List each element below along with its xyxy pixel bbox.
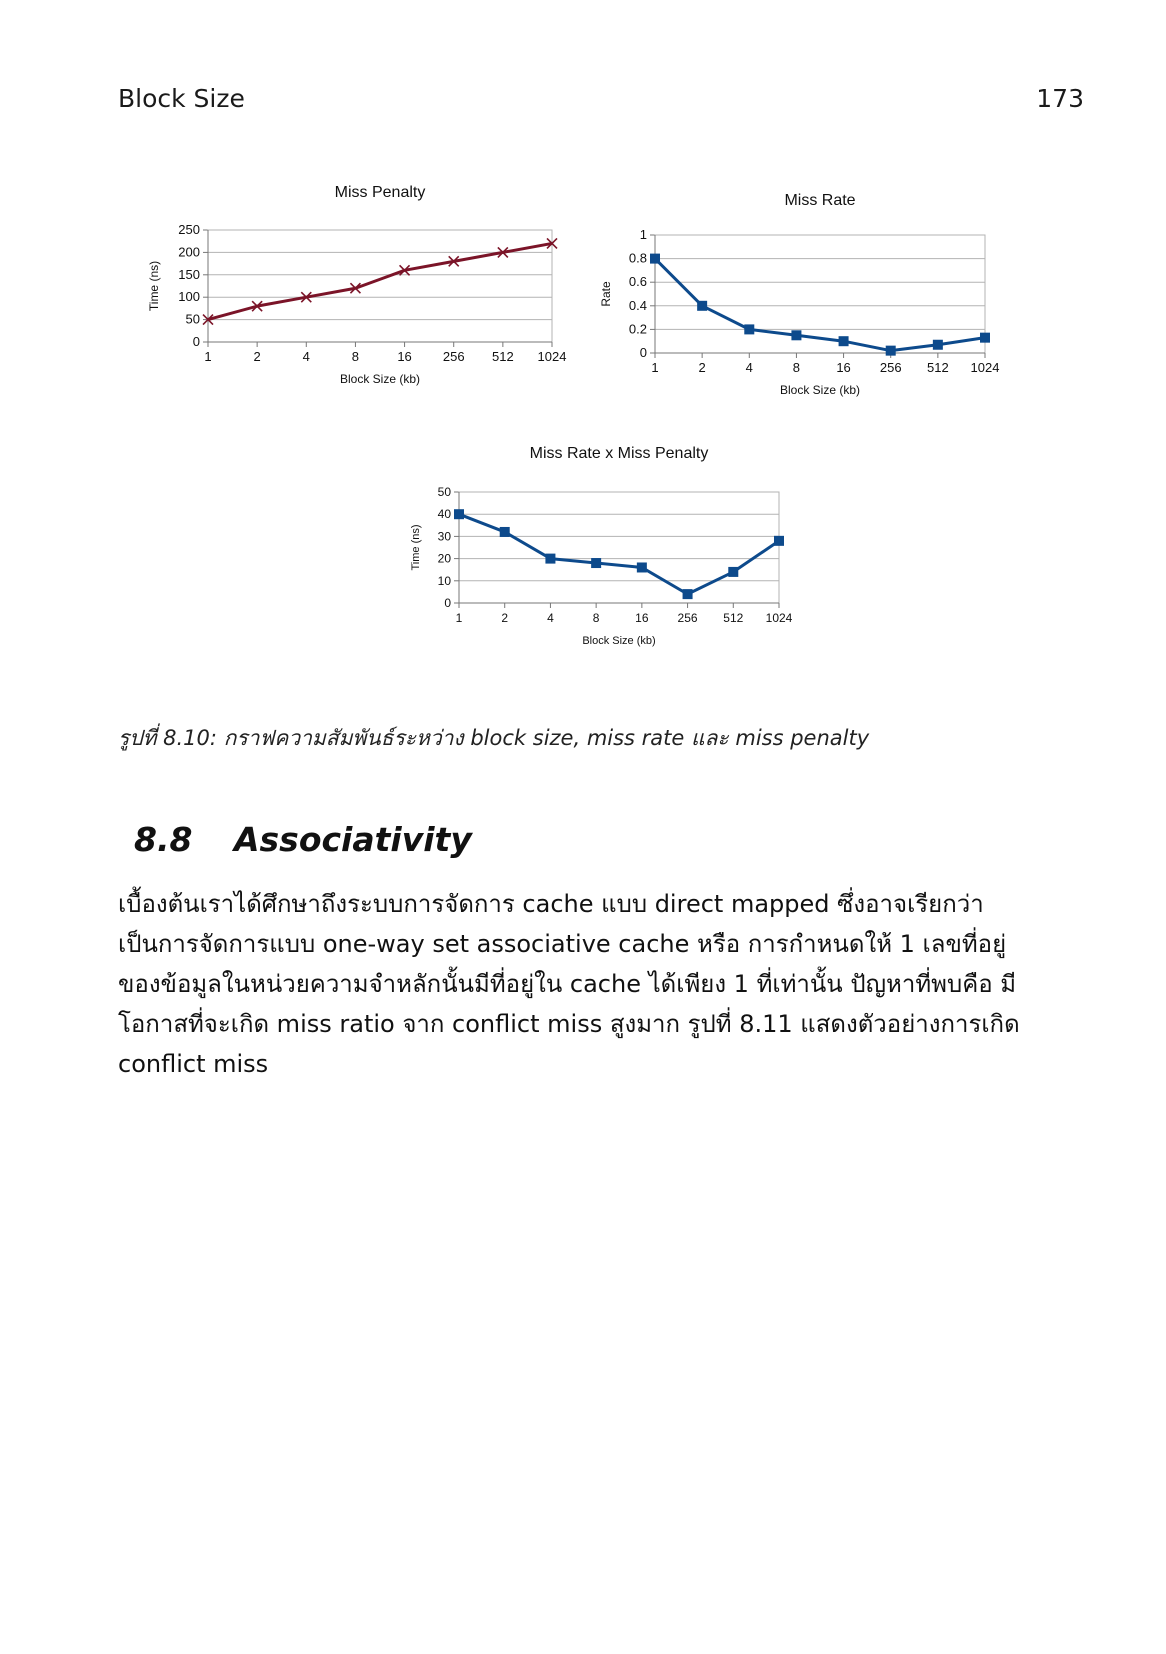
running-head-title: Block Size — [118, 84, 245, 113]
data-point-marker — [349, 282, 361, 294]
data-point-marker — [885, 345, 896, 356]
x-tick-label: 16 — [635, 611, 649, 625]
x-tick-label: 4 — [547, 611, 554, 625]
plot-area — [207, 229, 553, 343]
x-axis-label: Block Size (kb) — [582, 635, 655, 647]
x-axis-label: Block Size (kb) — [780, 383, 860, 397]
miss-rate-chart: Miss Rate 0 0.2 0.4 0.6 0.8 1 1 2 4 8 16 256 512 1024 B… — [599, 188, 1060, 423]
y-tick-label: 50 — [438, 485, 452, 499]
x-tick-label: 2 — [254, 349, 261, 364]
data-point-marker — [838, 336, 849, 347]
y-tick-label: 0 — [444, 596, 451, 610]
section-number: 8.8 — [134, 820, 193, 859]
y-tick-label: 0 — [640, 345, 647, 360]
x-axis-label: Block Size (kb) — [340, 372, 420, 386]
section-heading: 8.8 Associativity — [134, 820, 472, 859]
y-tick-label: 0.2 — [629, 321, 647, 336]
x-tick-label: 512 — [723, 611, 743, 625]
x-tick-label: 256 — [678, 611, 698, 625]
chart-title: Miss Rate — [784, 192, 855, 209]
x-tick-label: 1 — [651, 360, 658, 375]
paragraph-line: เบื้องต้นเราได้ศึกษาถึงระบบการจัดการ cac… — [118, 890, 984, 918]
miss-penalty-chart: Miss Penalty 0 50 100 150 200 250 1 2 4 8 16 256 512 1… — [140, 180, 610, 415]
data-point-marker — [251, 300, 263, 312]
y-tick-label: 0 — [193, 334, 200, 349]
y-tick-label: 150 — [178, 267, 200, 282]
x-tick-label: 4 — [303, 349, 310, 364]
data-point-marker — [545, 553, 556, 564]
paragraph-line: conflict miss — [118, 1050, 269, 1078]
data-point-marker — [650, 253, 660, 264]
chart-svg: Miss Penalty 0 50 100 150 200 250 1 2 4 8 16 256 512 1… — [147, 184, 567, 386]
y-axis-label: Time (ns) — [147, 261, 161, 311]
y-axis-label: Time (ns) — [410, 524, 422, 570]
x-tick-label: 8 — [593, 611, 600, 625]
y-tick-label: 1 — [640, 227, 647, 242]
chart-title: Miss Rate x Miss Penalty — [530, 445, 709, 462]
x-tick-label: 256 — [880, 360, 902, 375]
y-tick-label: 200 — [178, 244, 200, 259]
x-tick-label: 512 — [927, 360, 949, 375]
body-paragraph: เบื้องต้นเราได้ศึกษาถึงระบบการจัดการ cac… — [118, 884, 1090, 1084]
x-tick-label: 8 — [352, 349, 359, 364]
y-tick-label: 0.8 — [629, 251, 647, 266]
x-tick-label: 2 — [699, 360, 706, 375]
data-point-marker — [300, 291, 312, 303]
x-tick-label: 512 — [492, 349, 514, 364]
x-tick-label: 16 — [836, 360, 850, 375]
chart-svg: Miss Rate x Miss Penalty 0 10 20 30 40 50 1 2 4 8 1… — [410, 445, 793, 647]
data-point-marker — [546, 237, 558, 250]
y-tick-label: 0.6 — [629, 274, 647, 289]
x-tick-label: 1 — [204, 349, 211, 364]
chart-title: Miss Penalty — [335, 184, 426, 201]
x-tick-label: 256 — [443, 349, 465, 364]
y-tick-label: 0.4 — [629, 298, 647, 313]
data-point-marker — [744, 324, 755, 335]
x-tick-label: 1024 — [971, 360, 1000, 375]
data-point-marker — [591, 558, 602, 569]
data-point-marker — [202, 314, 214, 326]
data-point-marker — [932, 339, 943, 350]
data-point-marker — [454, 509, 464, 520]
y-tick-label: 30 — [438, 529, 452, 543]
data-point-marker — [682, 589, 693, 600]
x-tick-label: 2 — [501, 611, 508, 625]
data-point-marker — [448, 255, 460, 267]
data-point-marker — [636, 562, 647, 573]
data-point-marker — [499, 526, 510, 537]
y-tick-label: 40 — [438, 507, 452, 521]
paragraph-line: โอกาสที่จะเกิด miss ratio จาก conflict m… — [118, 1010, 1020, 1038]
data-point-marker — [980, 332, 990, 343]
x-tick-label: 8 — [793, 360, 800, 375]
y-tick-label: 50 — [186, 312, 200, 327]
plot-area — [654, 234, 986, 354]
x-tick-label: 1 — [456, 611, 463, 625]
series-line — [207, 241, 553, 322]
miss-rate-x-penalty-chart: Miss Rate x Miss Penalty 0 10 20 30 40 50 1 2 4 8 1… — [410, 445, 845, 675]
paragraph-line: ของข้อมูลในหน่วยความจำหลักนั้นมีที่อยู่ใ… — [118, 970, 1017, 998]
data-point-marker — [399, 264, 411, 276]
x-tick-label: 4 — [746, 360, 753, 375]
page-number: 173 — [1036, 84, 1084, 113]
series-line — [653, 257, 986, 353]
paragraph-line: เป็นการจัดการแบบ one-way set associative… — [118, 930, 1007, 958]
data-point-marker — [497, 246, 509, 258]
section-title: Associativity — [234, 820, 472, 859]
y-tick-label: 100 — [178, 289, 200, 304]
data-point-marker — [774, 535, 784, 546]
x-tick-label: 1024 — [766, 611, 793, 625]
data-point-marker — [697, 300, 708, 311]
x-tick-label: 16 — [397, 349, 411, 364]
chart-svg: Miss Rate 0 0.2 0.4 0.6 0.8 1 1 2 4 8 16 256 512 1024 B… — [599, 192, 1000, 397]
y-tick-label: 10 — [438, 574, 452, 588]
figure-caption: รูปที่ 8.10: กราฟความสัมพันธ์ระหว่าง blo… — [118, 726, 870, 750]
y-axis-label: Rate — [599, 281, 613, 307]
y-tick-label: 250 — [178, 222, 200, 237]
data-point-marker — [728, 566, 739, 577]
x-tick-label: 1024 — [538, 349, 567, 364]
series-line — [458, 512, 780, 596]
plot-area — [458, 491, 780, 604]
data-point-marker — [791, 330, 802, 341]
y-tick-label: 20 — [438, 552, 452, 566]
